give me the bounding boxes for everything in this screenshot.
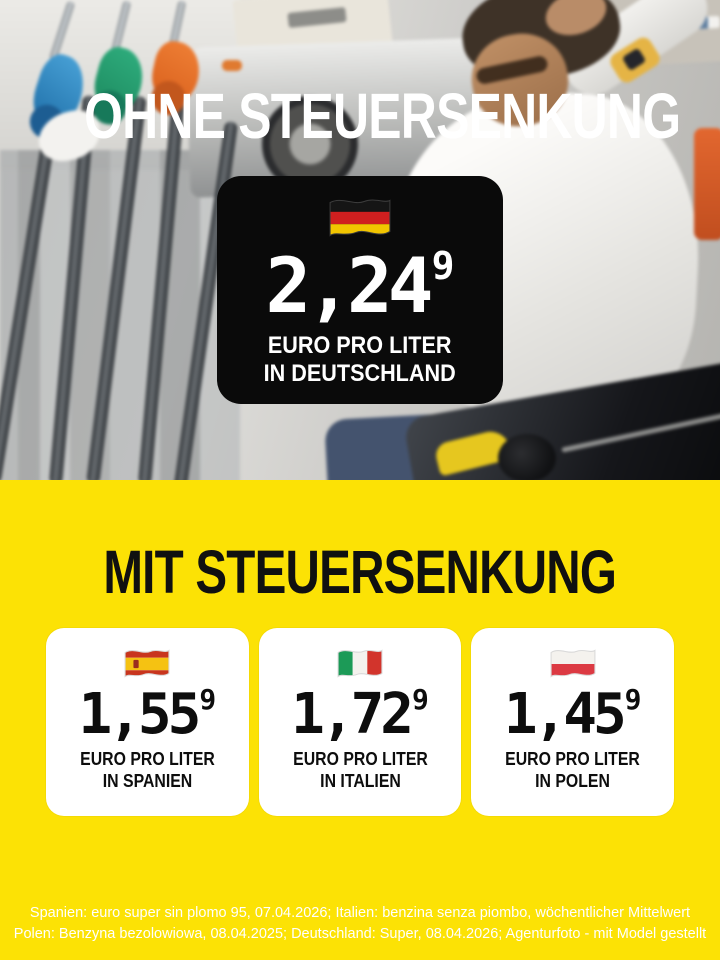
price-value: 2,24	[265, 241, 434, 330]
caption-line1: EURO PRO LITER	[80, 749, 215, 770]
price-superscript: 9	[624, 683, 642, 716]
italy-flag-icon	[337, 649, 383, 678]
headline-with-tax-cut: MIT STEUERSENKUNG	[0, 542, 720, 603]
footnote-line1: Spanien: euro super sin plomo 95, 07.04.…	[29, 904, 691, 921]
fuel-nozzle-grip	[498, 434, 556, 480]
caption-line2: IN POLEN	[535, 770, 611, 791]
caption-line1: EURO PRO LITER	[268, 332, 452, 360]
spain-price: 1,559	[78, 686, 216, 743]
price-superscript: 9	[431, 244, 455, 288]
headline-top-text: OHNE STEUERSENKUNG	[84, 80, 681, 152]
headline-without-tax-cut: OHNE STEUERSENKUNG	[0, 84, 720, 148]
germany-price: 2,249	[266, 247, 455, 324]
car-side-marker	[222, 60, 242, 71]
price-value: 1,72	[291, 682, 414, 747]
germany-price-caption: EURO PRO LITER IN DEUTSCHLAND	[253, 332, 466, 387]
source-footnote: Spanien: euro super sin plomo 95, 07.04.…	[0, 903, 720, 947]
headline-bottom-text: MIT STEUERSENKUNG	[103, 538, 618, 606]
poland-price-caption: EURO PRO LITER IN POLEN	[496, 749, 649, 792]
orange-cone	[694, 128, 720, 240]
caption-line2: IN ITALIEN	[319, 770, 401, 791]
caption-line2: IN SPANIEN	[102, 770, 193, 791]
germany-flag-icon	[329, 199, 391, 237]
price-superscript: 9	[412, 683, 429, 716]
spain-price-caption: EURO PRO LITER IN SPANIEN	[71, 749, 224, 792]
poland-flag-icon	[550, 649, 596, 678]
caption-line2: IN DEUTSCHLAND	[263, 359, 456, 387]
footnote-line2: Polen: Benzyna bezolowiowa, 08.04.2025; …	[13, 926, 707, 943]
spain-flag-icon	[124, 649, 170, 678]
poland-price: 1,459	[504, 686, 642, 743]
price-value: 1,55	[78, 682, 201, 747]
caption-line1: EURO PRO LITER	[505, 749, 641, 770]
country-cards-row: 1,559 EURO PRO LITER IN SPANIEN 1,729 EU…	[46, 628, 675, 816]
italy-price-caption: EURO PRO LITER IN ITALIEN	[284, 749, 437, 792]
italy-price-card: 1,729 EURO PRO LITER IN ITALIEN	[258, 628, 462, 816]
italy-price: 1,729	[291, 686, 429, 743]
price-superscript: 9	[199, 683, 217, 716]
germany-price-card: 2,249 EURO PRO LITER IN DEUTSCHLAND	[217, 176, 503, 404]
caption-line1: EURO PRO LITER	[292, 749, 428, 770]
poland-price-card: 1,459 EURO PRO LITER IN POLEN	[471, 628, 675, 816]
price-value: 1,45	[503, 682, 627, 747]
spain-price-card: 1,559 EURO PRO LITER IN SPANIEN	[46, 628, 249, 816]
